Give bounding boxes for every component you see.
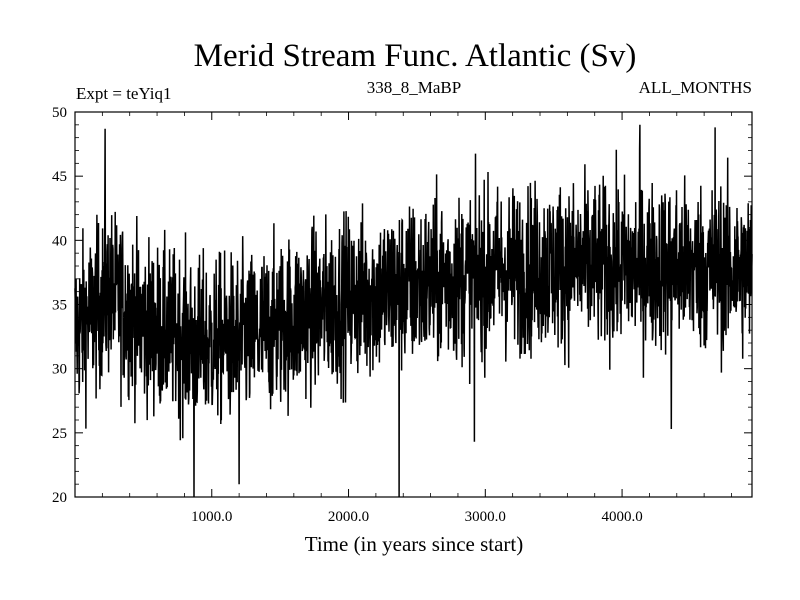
x-axis-label: Time (in years since start) (305, 532, 524, 556)
subtitle-experiment: Expt = teYiq1 (76, 84, 172, 103)
x-tick-label-3000: 3000.0 (465, 509, 506, 525)
subtitle-period: 338_8_MaBP (367, 78, 461, 97)
y-tick-label-25: 25 (52, 426, 67, 442)
y-tick-label-30: 30 (52, 362, 67, 378)
x-tick-label-4000: 4000.0 (601, 509, 642, 525)
y-axis: 20 25 30 35 40 45 50 (52, 105, 752, 506)
subtitle-months: ALL_MONTHS (639, 78, 752, 97)
y-tick-label-20: 20 (52, 490, 67, 506)
x-tick-label-1000: 1000.0 (191, 509, 232, 525)
chart-title: Merid Stream Func. Atlantic (Sv) (194, 38, 637, 74)
y-tick-label-50: 50 (52, 105, 67, 121)
plot-area (74, 111, 753, 498)
x-tick-label-2000: 2000.0 (328, 509, 369, 525)
series-line (74, 124, 753, 498)
y-tick-label-40: 40 (52, 233, 67, 249)
y-tick-label-45: 45 (52, 169, 67, 185)
y-tick-label-35: 35 (52, 298, 67, 314)
x-axis: 1000.0 2000.0 3000.0 4000.0 (101, 112, 732, 525)
